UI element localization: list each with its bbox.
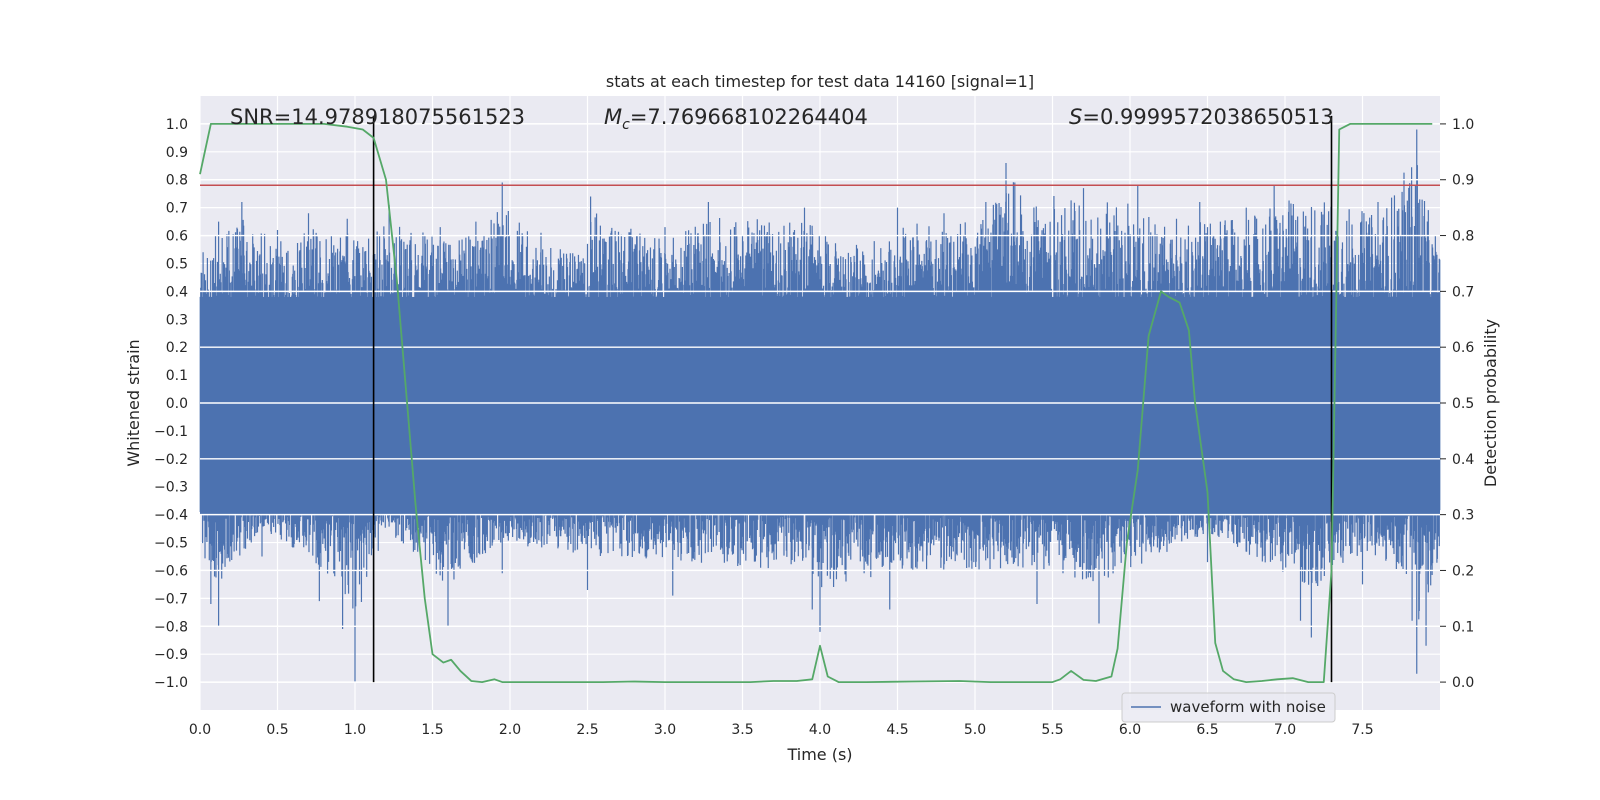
y-tick-label: −0.6 <box>154 563 188 579</box>
x-tick-label: 0.5 <box>266 722 288 738</box>
x-tick-label: 5.5 <box>1041 722 1063 738</box>
y-tick-label: −0.4 <box>154 508 188 524</box>
y-tick-label: −0.9 <box>154 647 188 663</box>
y2-axis-ticks: 1.0 0.9 0.8 0.7 0.6 0.5 0.4 0.3 0.2 0.1 0.0 <box>1440 117 1474 691</box>
x-tick-label: 7.5 <box>1351 722 1373 738</box>
legend-label: waveform with noise <box>1170 698 1326 716</box>
x-tick-label: 1.0 <box>344 722 366 738</box>
y-tick-label: 0.7 <box>166 201 188 217</box>
vertical-marker-lines <box>372 115 1333 683</box>
y-tick-label: −1.0 <box>154 675 188 691</box>
x-tick-label: 7.0 <box>1274 722 1296 738</box>
y-tick-label: −0.3 <box>154 480 188 496</box>
y2-tick-label: 0.9 <box>1452 173 1474 189</box>
y2-tick-label: 0.0 <box>1452 675 1474 691</box>
legend: waveform with noise <box>1121 692 1336 723</box>
y2-tick-label: 0.3 <box>1452 508 1474 524</box>
y2-tick-label: 0.1 <box>1452 619 1474 635</box>
y-tick-label: 0.2 <box>166 340 188 356</box>
score-symbol: S <box>1069 105 1082 129</box>
y-tick-label: −0.1 <box>154 424 188 440</box>
y-tick-label: 0.4 <box>166 284 188 300</box>
y2-tick-label: 0.2 <box>1452 563 1474 579</box>
y-tick-label: 0.1 <box>166 368 188 384</box>
right-axis-gridlines-overlay <box>200 123 1440 683</box>
y-tick-label: 0.3 <box>166 312 188 328</box>
x-tick-label: 0.0 <box>189 722 211 738</box>
waveform-spikes <box>199 129 1441 683</box>
x-tick-label: 2.0 <box>499 722 521 738</box>
probability-series <box>199 123 1433 683</box>
x-tick-label: 2.5 <box>576 722 598 738</box>
x-tick-label: 4.5 <box>886 722 908 738</box>
legend-box <box>1121 692 1336 723</box>
y2-axis-label: Detection probability <box>1481 319 1500 487</box>
x-tick-label: 5.0 <box>964 722 986 738</box>
x-tick-label: 4.0 <box>809 722 831 738</box>
y-tick-label: 0.6 <box>166 229 188 245</box>
chirp-mass-annotation: Mc=7.769668102264404 <box>604 105 868 133</box>
x-tick-label: 6.5 <box>1196 722 1218 738</box>
y2-tick-label: 1.0 <box>1452 117 1474 133</box>
chirp-mass-value: =7.769668102264404 <box>630 105 868 129</box>
x-tick-label: 1.5 <box>421 722 443 738</box>
y-tick-label: −0.7 <box>154 591 188 607</box>
x-axis-ticks: 0.0 0.5 1.0 1.5 2.0 2.5 3.0 3.5 4.0 4.5 5.0 5.5 6.0 6… <box>189 722 1374 738</box>
x-axis-label: Time (s) <box>786 745 852 764</box>
y2-tick-label: 0.8 <box>1452 229 1474 245</box>
y2-tick-label: 0.6 <box>1452 340 1474 356</box>
y-tick-label: 0.5 <box>166 256 188 272</box>
y2-tick-label: 0.5 <box>1452 396 1474 412</box>
snr-annotation: SNR=14.978918075561523 <box>230 105 525 129</box>
y-tick-label: 0.8 <box>166 173 188 189</box>
score-annotation: S=0.9999572038650513 <box>1069 105 1334 129</box>
y-tick-label: 0.9 <box>166 145 188 161</box>
x-tick-label: 6.0 <box>1119 722 1141 738</box>
y-tick-label: 1.0 <box>166 117 188 133</box>
y-tick-label: 0.0 <box>166 396 188 412</box>
score-value: =0.9999572038650513 <box>1082 105 1333 129</box>
x-tick-label: 3.5 <box>731 722 753 738</box>
y2-tick-label: 0.4 <box>1452 452 1474 468</box>
y-axis-ticks: 1.0 0.9 0.8 0.7 0.6 0.5 0.4 0.3 0.2 0.1 0.0 −0.1 −0.… <box>154 117 188 691</box>
chirp-mass-subscript: c <box>622 117 630 133</box>
y-tick-label: −0.8 <box>154 619 188 635</box>
probability-line <box>199 123 1433 683</box>
chirp-mass-symbol: M <box>604 105 622 129</box>
y-axis-label: Whitened strain <box>124 339 143 466</box>
y-tick-label: −0.5 <box>154 536 188 552</box>
chart-title: stats at each timestep for test data 141… <box>606 72 1034 91</box>
y2-tick-label: 0.7 <box>1452 284 1474 300</box>
x-tick-label: 3.0 <box>654 722 676 738</box>
y-tick-label: −0.2 <box>154 452 188 468</box>
